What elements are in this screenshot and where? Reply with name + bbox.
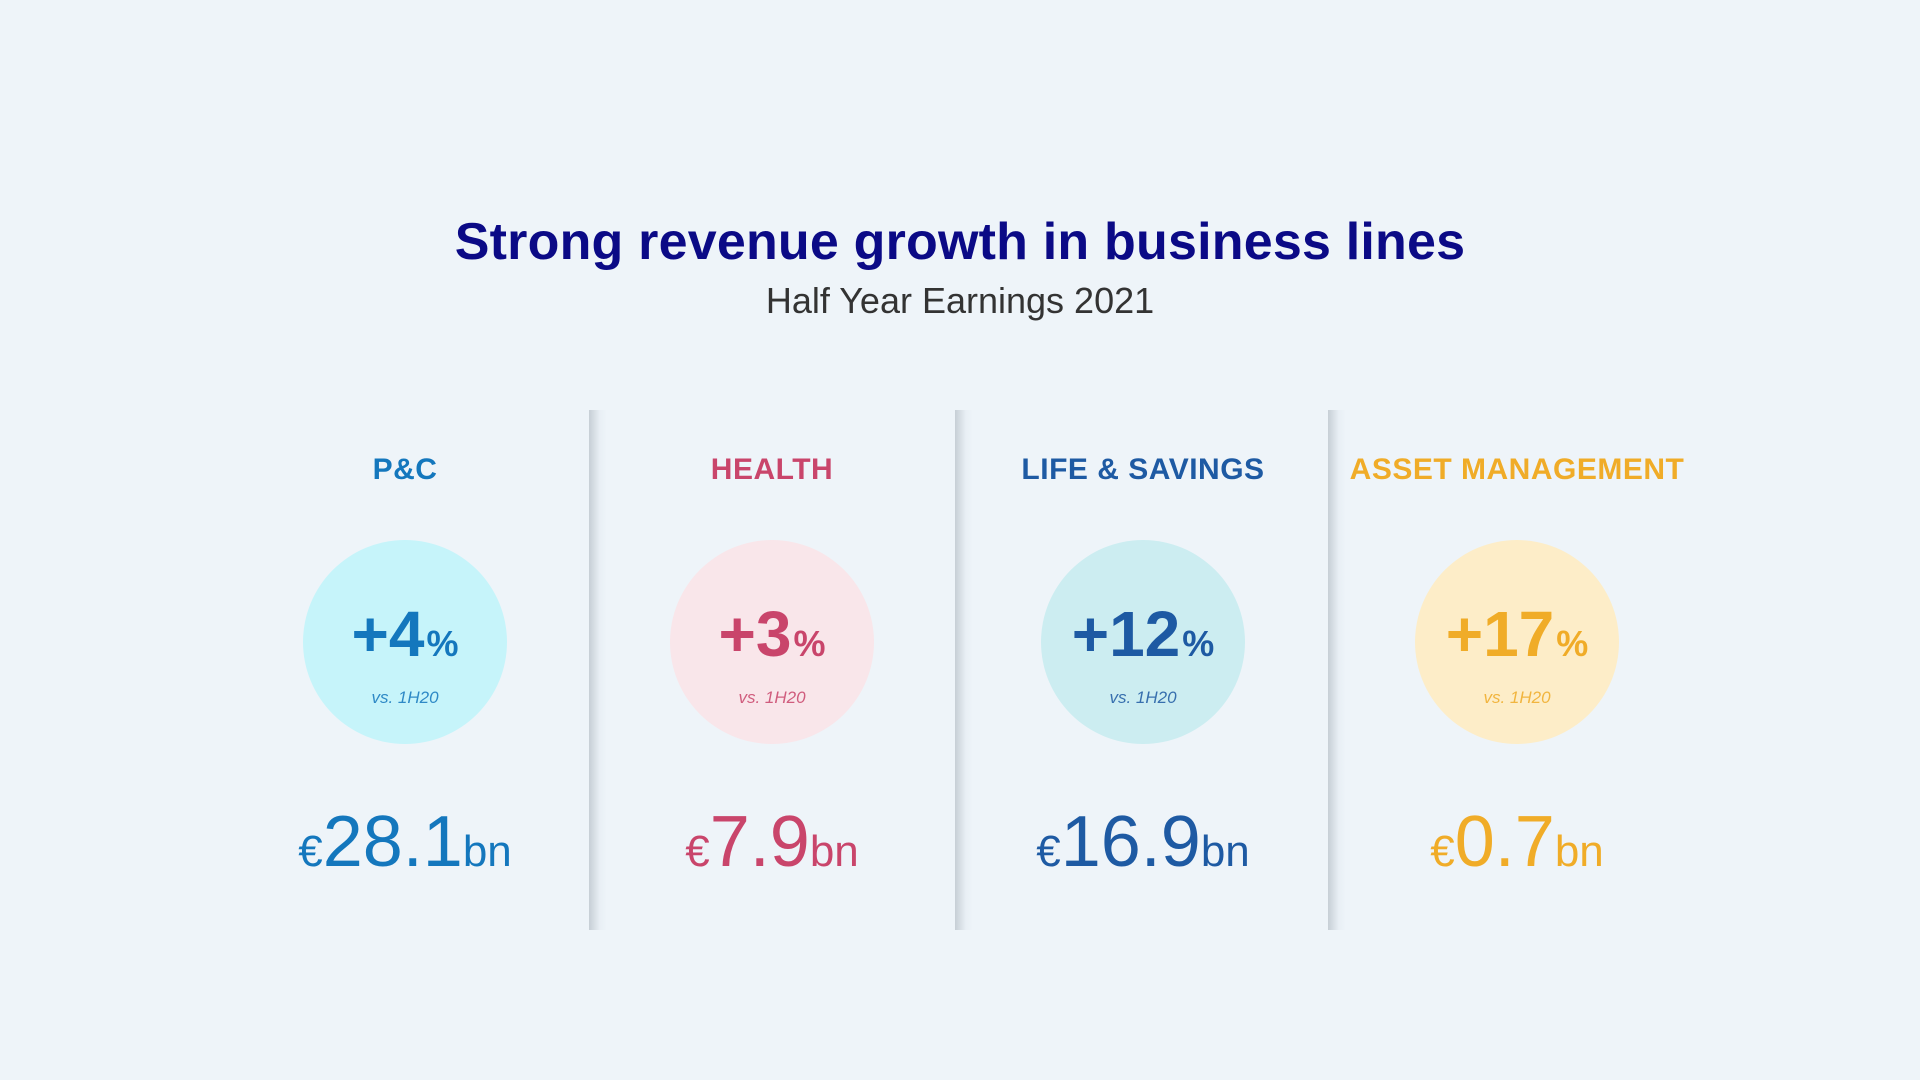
business-line-health: HEALTH +3% vs. 1H20 €7.9bn <box>587 450 957 892</box>
page-subtitle: Half Year Earnings 2021 <box>765 280 1155 321</box>
comparison-note: vs. 1H20 <box>371 688 439 707</box>
growth-value: +4% <box>351 598 459 670</box>
comparison-note: vs. 1H20 <box>1109 688 1177 707</box>
business-line-pc: P&C +4% vs. 1H20 €28.1bn <box>220 450 590 892</box>
business-line-label: LIFE & SAVINGS <box>1021 453 1265 486</box>
growth-value: +3% <box>718 598 826 670</box>
comparison-note: vs. 1H20 <box>738 688 806 707</box>
revenue-amount: €7.9bn <box>685 802 859 882</box>
growth-value: +12% <box>1071 598 1215 670</box>
growth-circle: +17% vs. 1H20 <box>1415 540 1619 744</box>
revenue-amount: €0.7bn <box>1430 802 1604 882</box>
column-divider <box>955 410 973 930</box>
comparison-note: vs. 1H20 <box>1483 688 1551 707</box>
growth-circle: +4% vs. 1H20 <box>303 540 507 744</box>
business-line-label: HEALTH <box>710 453 834 486</box>
growth-circle: +3% vs. 1H20 <box>670 540 874 744</box>
revenue-amount: €16.9bn <box>1036 802 1250 882</box>
page-title: Strong revenue growth in business lines <box>454 213 1466 271</box>
growth-value: +17% <box>1445 598 1589 670</box>
business-line-label: P&C <box>372 453 438 486</box>
growth-circle: +12% vs. 1H20 <box>1041 540 1245 744</box>
column-divider <box>1328 410 1346 930</box>
revenue-amount: €28.1bn <box>298 802 512 882</box>
business-line-asset-management: ASSET MANAGEMENT +17% vs. 1H20 €0.7bn <box>1332 450 1702 892</box>
business-line-label: ASSET MANAGEMENT <box>1349 453 1685 486</box>
column-divider <box>589 410 607 930</box>
business-line-life-savings: LIFE & SAVINGS +12% vs. 1H20 €16.9bn <box>958 450 1328 892</box>
